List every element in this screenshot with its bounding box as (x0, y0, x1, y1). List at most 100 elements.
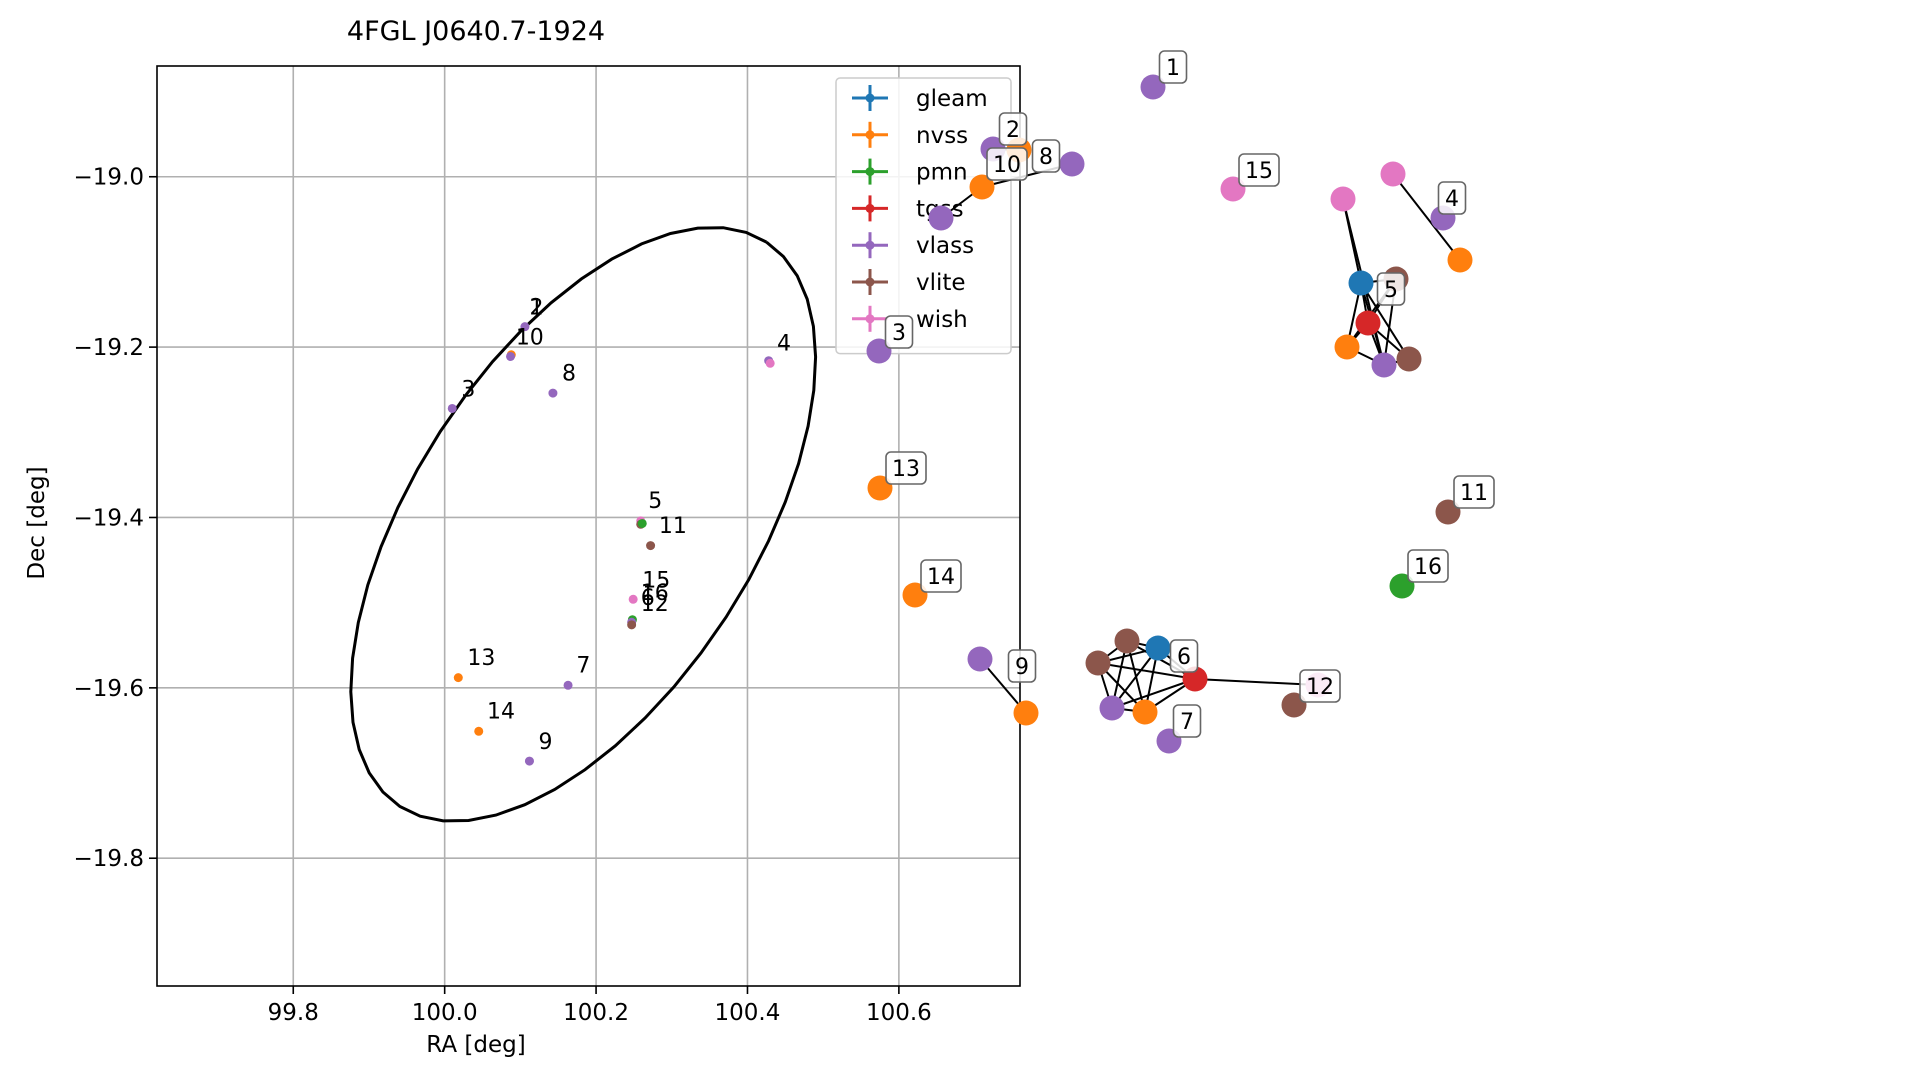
legend-item: wish (852, 305, 968, 333)
node-label: 3 (884, 315, 914, 349)
graph-node (1380, 161, 1406, 187)
node-label-text: 15 (1245, 159, 1273, 184)
node-label-box (920, 559, 962, 593)
node-label: 15 (1238, 153, 1280, 187)
graph-node (1059, 151, 1085, 177)
node-label-box (1031, 139, 1061, 173)
node-label-text: 14 (927, 565, 955, 590)
legend-label: gleam (916, 86, 988, 112)
node-label: 1 (1158, 50, 1188, 84)
node-label-box (1172, 704, 1202, 738)
data-point (447, 403, 457, 413)
graph-node (1145, 635, 1171, 661)
point-label: 6 (641, 586, 655, 611)
node-label: 11 (1453, 475, 1495, 509)
graph-edge (1097, 662, 1196, 680)
node-label: 5 (1376, 272, 1406, 306)
x-tick-label: 99.8 (268, 1000, 319, 1026)
node-label-text: 2 (1006, 118, 1020, 143)
data-point (453, 673, 463, 683)
node-label-text: 1 (1166, 56, 1180, 81)
x-axis-label: RA [deg] (426, 1032, 525, 1058)
data-point (506, 351, 516, 361)
graph-edge (1111, 678, 1196, 709)
node-label-text: 12 (1306, 675, 1334, 700)
point-label: 4 (777, 332, 791, 357)
graph-node (1330, 186, 1356, 212)
graph-node (1099, 695, 1125, 721)
point-label: 12 (641, 592, 669, 617)
node-label-text: 3 (892, 321, 906, 346)
node-label: 2 (998, 112, 1028, 146)
x-tick-label: 100.4 (715, 1000, 781, 1026)
data-point (637, 518, 647, 528)
data-point (765, 358, 775, 368)
legend-label: nvss (916, 123, 968, 149)
x-ticks: 99.8 100.0 100.2 100.4 100.6 (268, 986, 932, 1026)
legend-label: pmn (916, 160, 968, 186)
node-label-text: 8 (1039, 145, 1053, 170)
node-label-box (885, 451, 927, 485)
node-label: 7 (1172, 704, 1202, 738)
point-label: 16 (641, 581, 669, 606)
node-label-box (1453, 475, 1495, 509)
node-label-text: 13 (892, 457, 920, 482)
node-label-text: 6 (1177, 645, 1191, 670)
node-label-box (1299, 669, 1341, 703)
node-label: 14 (920, 559, 962, 593)
node-label-box (1007, 649, 1037, 683)
graph-node (1447, 247, 1473, 273)
graph-edge (1111, 647, 1159, 709)
y-tick-label: −19.0 (74, 165, 144, 191)
x-tick-label: 100.2 (563, 1000, 629, 1026)
graph-node (1132, 699, 1158, 725)
data-point (524, 756, 534, 766)
graph-node (969, 174, 995, 200)
x-tick-label: 100.6 (866, 1000, 932, 1026)
node-label: 4 (1437, 181, 1467, 215)
legend-item: gleam (852, 85, 988, 112)
legend-item: pmn (852, 158, 968, 186)
data-point (627, 620, 637, 630)
node-label: 9 (1007, 649, 1037, 683)
legend-label: vlass (916, 233, 974, 259)
node-label-box (1437, 181, 1467, 215)
chart-title: 4FGL J0640.7-1924 (347, 16, 605, 47)
data-point (548, 388, 558, 398)
point-label: 14 (487, 700, 515, 725)
point-label: 7 (576, 654, 590, 679)
legend-marker-dot (865, 277, 875, 287)
graph-node (1371, 352, 1397, 378)
node-label-text: 4 (1445, 187, 1459, 212)
node-label-box (1169, 639, 1199, 673)
y-ticks: −19.0 −19.2 −19.4 −19.6 −19.8 (74, 165, 157, 872)
data-point (563, 680, 573, 690)
graph-node (1013, 700, 1039, 726)
node-label-text: 11 (1460, 481, 1488, 506)
plot-frame (156, 65, 1021, 987)
y-axis-label: Dec [deg] (24, 466, 50, 579)
node-label: 10 (986, 147, 1028, 181)
node-label: 12 (1299, 669, 1341, 703)
y-tick-label: −19.8 (74, 846, 144, 872)
x-tick-label: 100.0 (412, 1000, 478, 1026)
graph-node (967, 646, 993, 672)
node-label: 13 (885, 451, 927, 485)
node-label-text: 5 (1384, 278, 1398, 303)
legend-item: vlite (852, 269, 966, 296)
legend-marker-dot (865, 240, 875, 250)
node-label-box (1407, 549, 1449, 583)
data-point (520, 322, 530, 332)
data-point (646, 541, 656, 551)
y-tick-label: −19.4 (74, 505, 144, 531)
legend-item: vlass (852, 232, 974, 259)
graph-node (1114, 628, 1140, 654)
graph-node (1348, 270, 1374, 296)
data-points (447, 322, 775, 766)
legend-item: nvss (852, 121, 968, 149)
legend-box (835, 77, 1012, 355)
legend-marker-dot (865, 167, 875, 177)
